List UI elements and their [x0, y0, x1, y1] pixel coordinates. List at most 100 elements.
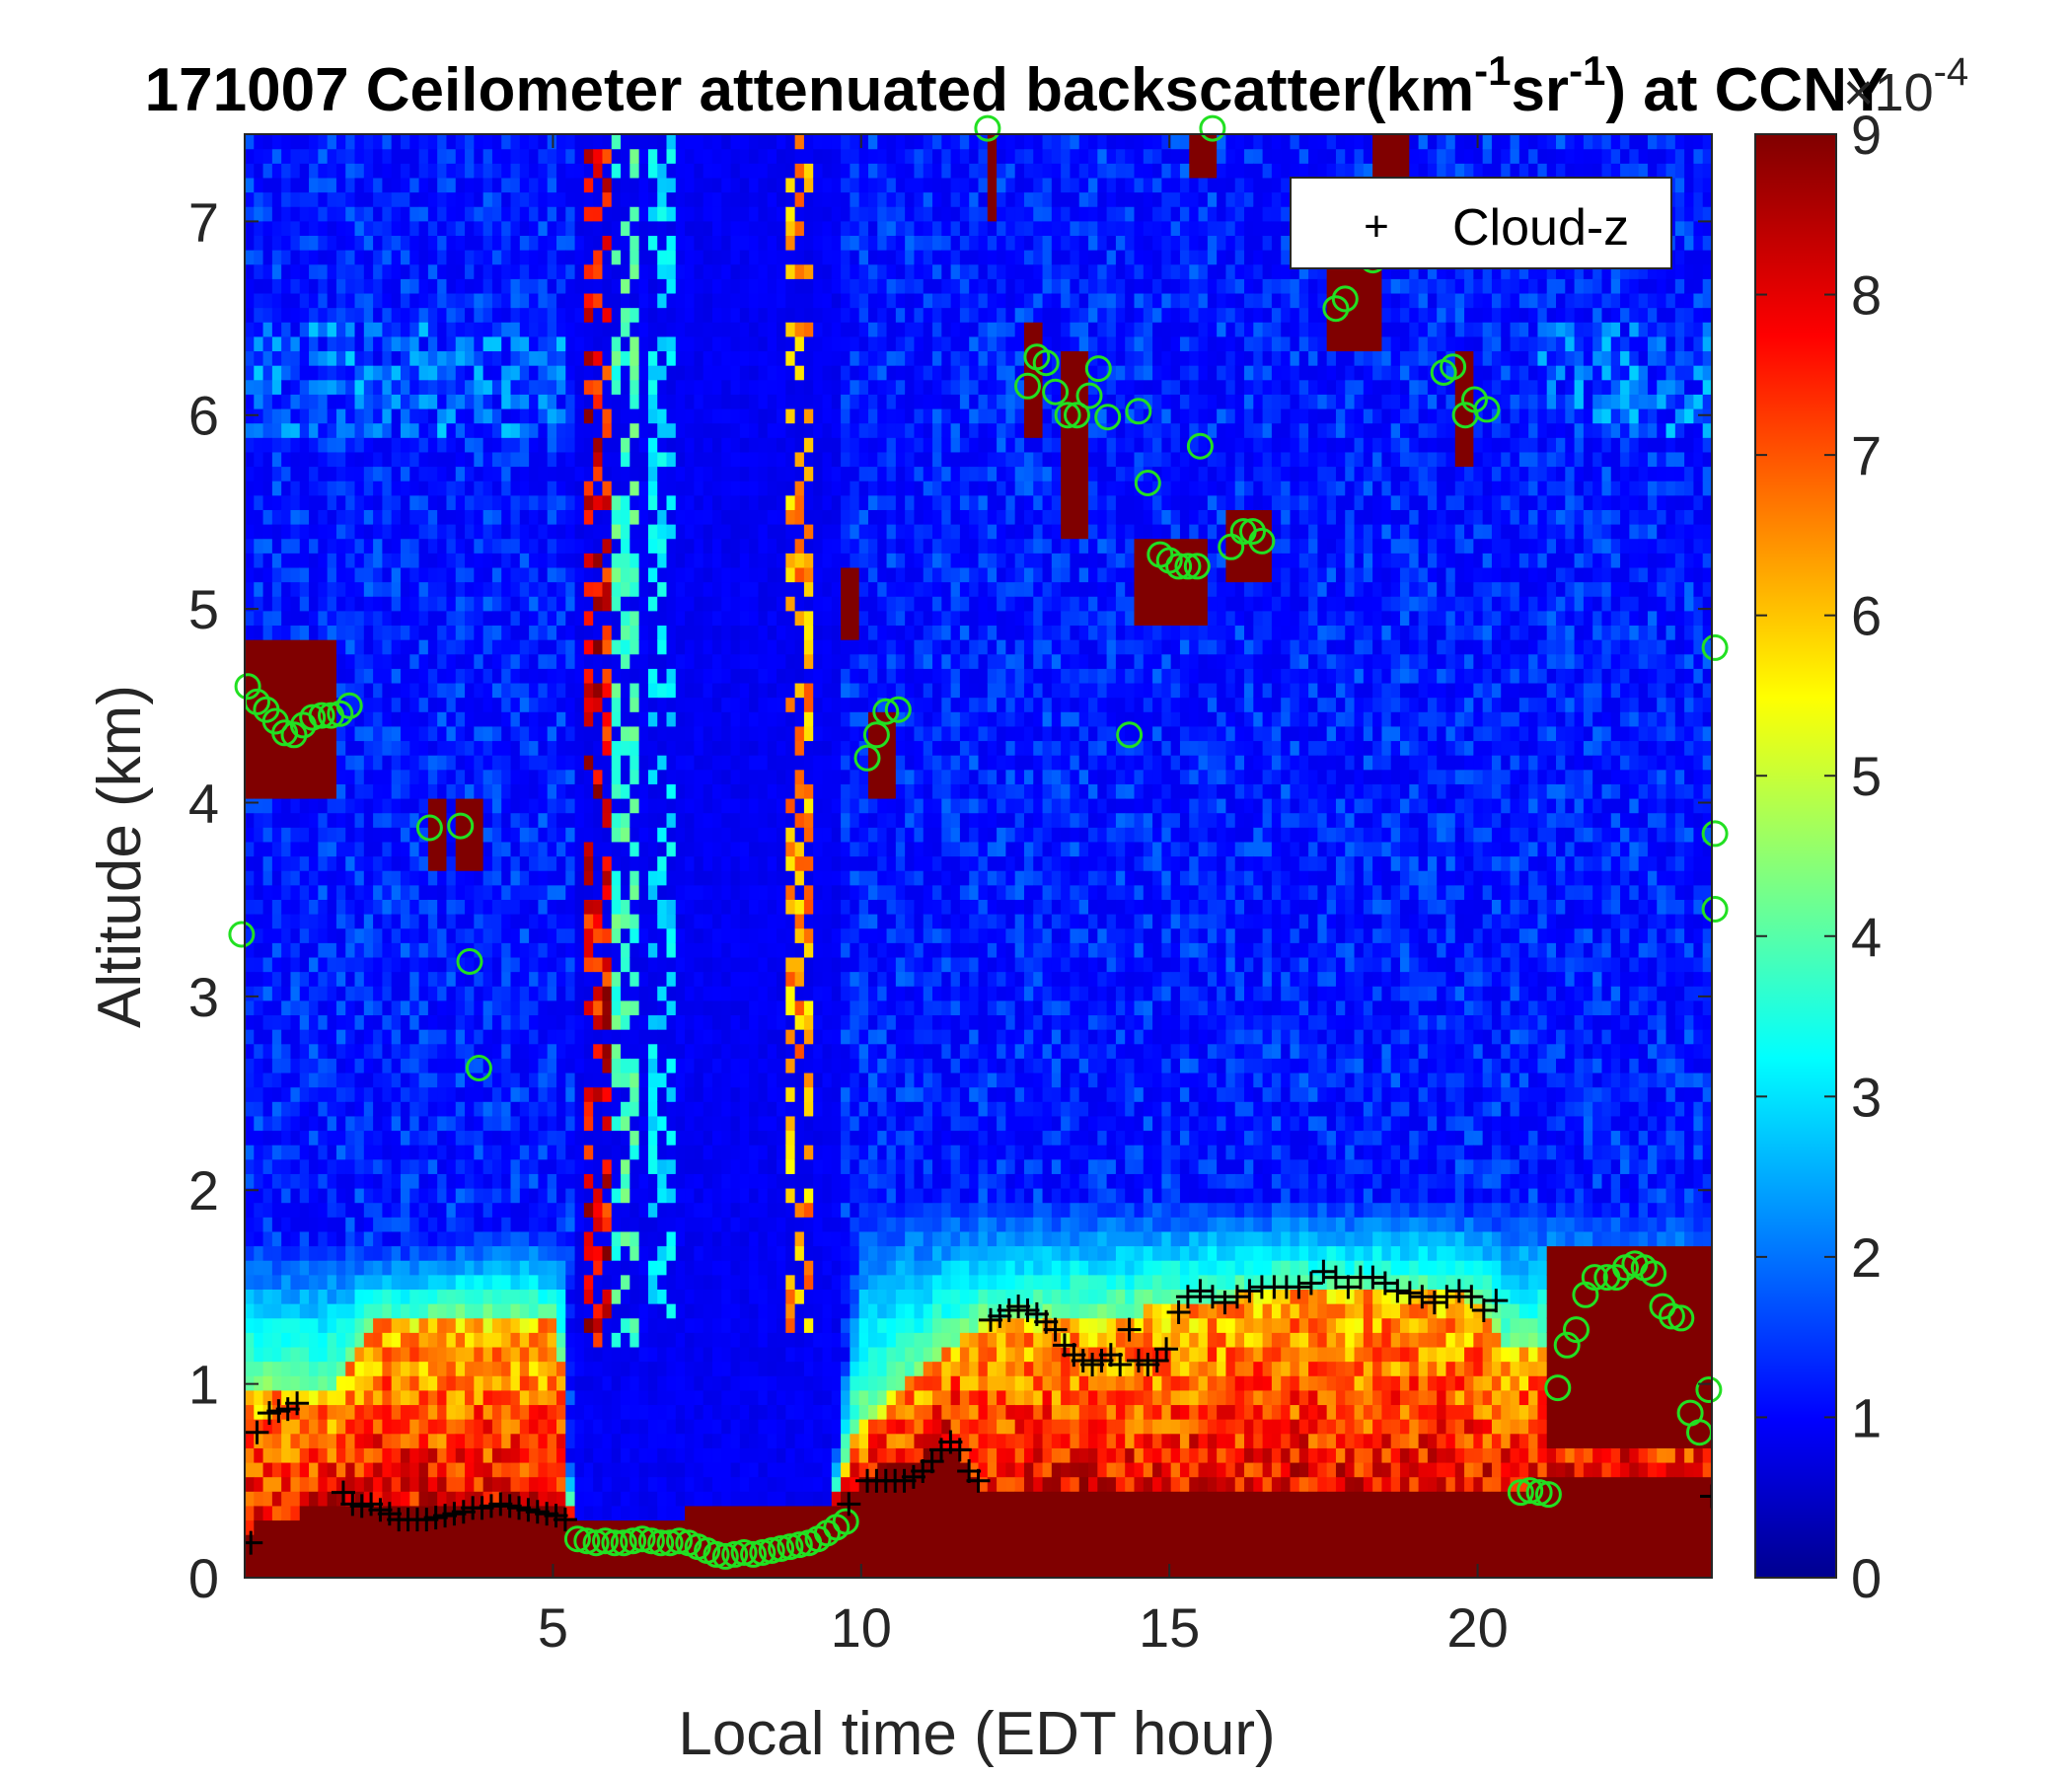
heatmap-cell	[465, 1347, 475, 1362]
heatmap-cell	[373, 1390, 383, 1405]
heatmap-cell	[474, 770, 483, 784]
heatmap-cell	[392, 1073, 402, 1087]
heatmap-cell	[254, 770, 263, 784]
heatmap-cell	[382, 1173, 392, 1188]
heatmap-cell	[529, 308, 539, 323]
heatmap-cell	[309, 986, 319, 1000]
heatmap-cell	[474, 1419, 483, 1434]
heatmap-cell	[511, 813, 521, 828]
heatmap-cell	[639, 683, 649, 698]
heatmap-cell	[401, 264, 410, 279]
heatmap-cell	[254, 1289, 263, 1303]
heatmap-cell	[272, 1491, 282, 1506]
heatmap-cell	[309, 250, 319, 264]
heatmap-cell	[639, 495, 649, 510]
heatmap-cell	[245, 365, 255, 380]
heatmap-cell	[548, 178, 557, 192]
heatmap-cell	[401, 380, 410, 395]
heatmap-cell	[667, 1073, 677, 1087]
heatmap-cell	[355, 856, 365, 871]
heatmap-cell	[355, 870, 365, 885]
heatmap-cell	[556, 827, 566, 842]
heatmap-cell	[318, 1447, 328, 1462]
heatmap-cell	[667, 813, 677, 828]
heatmap-cell	[254, 539, 263, 554]
heatmap-cell	[272, 1303, 282, 1318]
heatmap-cell	[556, 278, 566, 293]
heatmap-cell	[548, 380, 557, 395]
heatmap-cell	[254, 899, 263, 914]
heatmap-cell	[483, 611, 493, 626]
heatmap-cell	[364, 596, 374, 611]
heatmap-cell	[657, 1434, 667, 1448]
heatmap-cell	[392, 235, 402, 250]
heatmap-cell	[318, 1173, 328, 1188]
heatmap-cell	[648, 783, 658, 798]
heatmap-cell	[629, 192, 639, 207]
heatmap-cell	[465, 408, 475, 423]
heatmap-cell	[401, 668, 410, 683]
heatmap-cell	[657, 1419, 667, 1434]
heatmap-cell	[290, 163, 300, 178]
heatmap-cell	[593, 1404, 603, 1419]
heatmap-cell	[639, 553, 649, 567]
heatmap-cell	[629, 1101, 639, 1116]
heatmap-cell	[281, 698, 291, 712]
heatmap-cell	[565, 1145, 575, 1159]
heatmap-cell	[529, 740, 539, 755]
heatmap-cell	[428, 1058, 438, 1073]
heatmap-cell	[556, 914, 566, 928]
heatmap-cell	[401, 423, 410, 438]
heatmap-cell	[263, 942, 273, 957]
heatmap-cell	[419, 1000, 429, 1015]
heatmap-cell	[355, 740, 365, 755]
heatmap-cell	[245, 1000, 255, 1015]
heatmap-cell	[355, 827, 365, 842]
heatmap-cell	[300, 683, 310, 698]
heatmap-cell	[501, 1477, 511, 1492]
heatmap-cell	[538, 149, 548, 164]
heatmap-cell	[263, 1447, 273, 1462]
heatmap-cell	[474, 1332, 483, 1347]
heatmap-cell	[345, 1534, 355, 1549]
heatmap-cell	[364, 437, 374, 452]
heatmap-cell	[318, 1404, 328, 1419]
heatmap-cell	[676, 1116, 686, 1131]
heatmap-cell	[318, 1073, 328, 1087]
heatmap-cell	[529, 1347, 539, 1362]
heatmap-cell	[263, 1217, 273, 1231]
heatmap-cell	[309, 755, 319, 770]
heatmap-cell	[336, 1217, 346, 1231]
heatmap-cell	[373, 1073, 383, 1087]
heatmap-cell	[556, 1318, 566, 1333]
heatmap-cell	[685, 1260, 695, 1275]
heatmap-cell	[612, 1101, 622, 1116]
heatmap-cell	[584, 178, 594, 192]
heatmap-cell	[290, 755, 300, 770]
heatmap-cell	[657, 783, 667, 798]
heatmap-cell	[401, 1231, 410, 1246]
heatmap-cell	[309, 1101, 319, 1116]
heatmap-cell	[373, 972, 383, 987]
heatmap-cell	[548, 423, 557, 438]
heatmap-cell	[419, 856, 429, 871]
heatmap-cell	[648, 308, 658, 323]
heatmap-cell	[676, 1375, 686, 1390]
heatmap-cell	[694, 1188, 703, 1203]
heatmap-cell	[612, 942, 622, 957]
heatmap-cell	[364, 957, 374, 972]
heatmap-cell	[520, 178, 530, 192]
heatmap-cell	[309, 668, 319, 683]
heatmap-cell	[602, 567, 612, 582]
heatmap-cell	[309, 553, 319, 567]
heatmap-cell	[382, 942, 392, 957]
heatmap-cell	[345, 1275, 355, 1290]
heatmap-cell	[364, 1145, 374, 1159]
heatmap-cell	[382, 625, 392, 639]
heatmap-cell	[648, 553, 658, 567]
heatmap-cell	[373, 1549, 383, 1564]
heatmap-cell	[492, 1375, 502, 1390]
heatmap-cell	[474, 1116, 483, 1131]
heatmap-cell	[667, 221, 677, 236]
heatmap-cell	[685, 1347, 695, 1362]
